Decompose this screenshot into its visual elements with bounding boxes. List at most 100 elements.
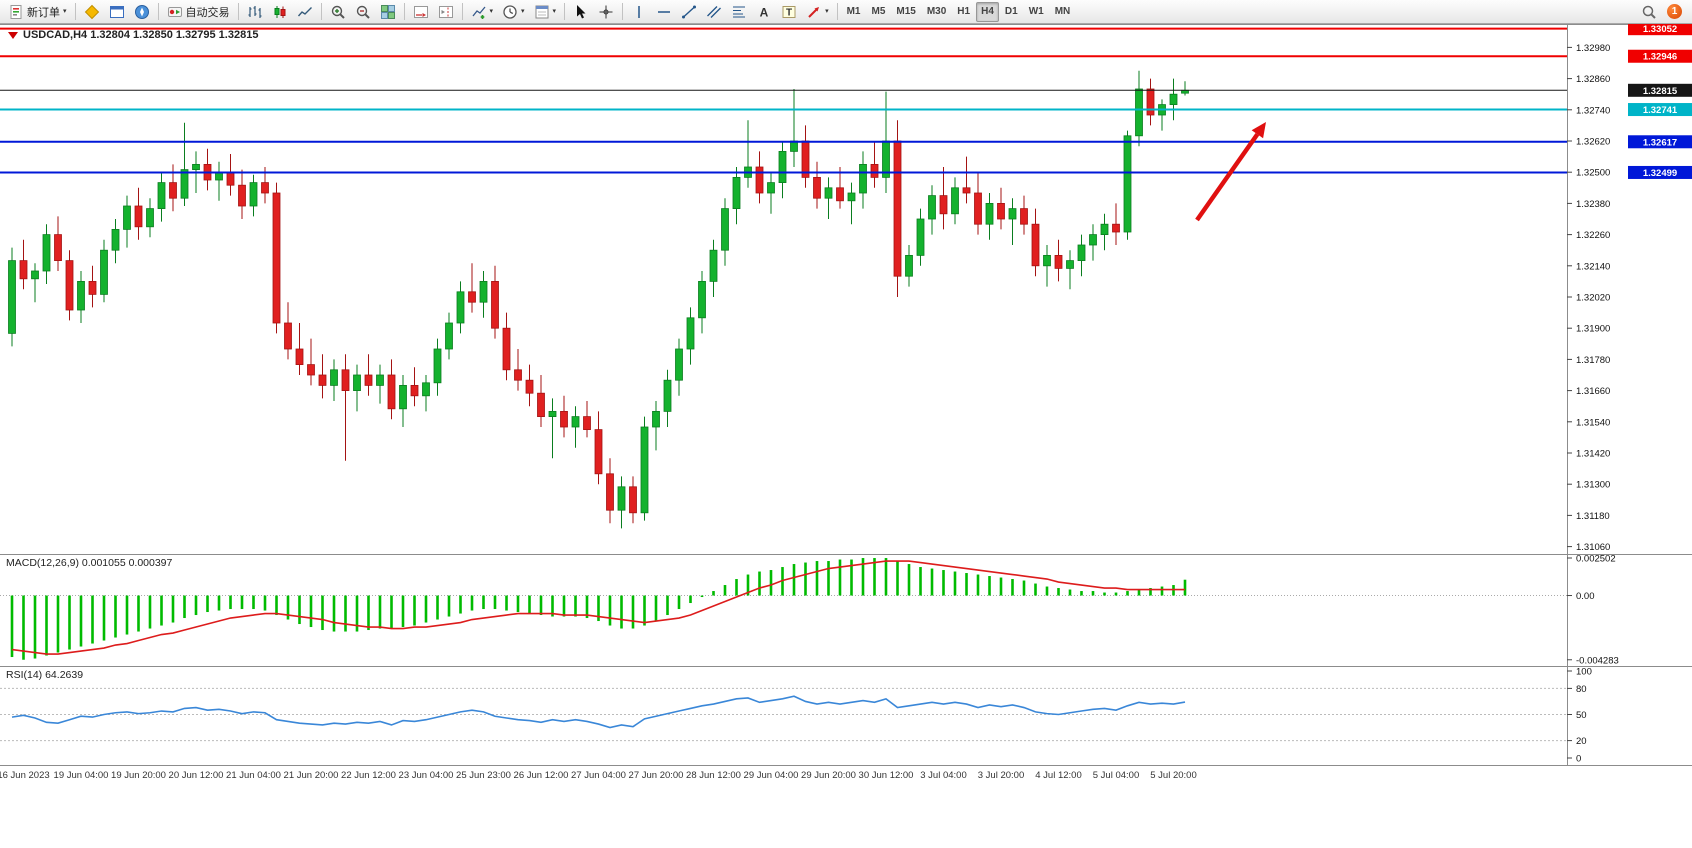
time-axis[interactable]: 16 Jun 2023 19 Jun 04:00 19 Jun 20:00 20 Ju…: [0, 765, 1692, 787]
svg-text:1.32140: 1.32140: [1576, 261, 1610, 272]
horizontal-line-button[interactable]: [652, 2, 676, 22]
text-icon: A: [760, 5, 769, 19]
autotrading-button[interactable]: 自动交易: [163, 2, 234, 22]
timeframe-m5-button[interactable]: M5: [866, 2, 890, 22]
svg-text:1.32500: 1.32500: [1576, 168, 1610, 179]
crosshair-icon: [599, 5, 613, 18]
templates-button[interactable]: ▾: [530, 2, 561, 22]
svg-text:1.31060: 1.31060: [1576, 542, 1610, 553]
time-label: 21 Jun 20:00: [283, 770, 339, 781]
time-label: 4 Jul 12:00: [1035, 770, 1082, 781]
timeframe-h4-button[interactable]: H4: [976, 1, 999, 22]
tile-windows-button[interactable]: [376, 2, 400, 22]
time-label: 27 Jun 04:00: [571, 770, 626, 781]
navigator-button[interactable]: [130, 2, 154, 22]
macd-chart[interactable]: 0.002502 0.00 -0.004283: [0, 554, 1692, 666]
toolbar-separator: [836, 3, 838, 20]
periods-icon: [503, 4, 517, 19]
cursor-button[interactable]: [569, 2, 593, 22]
new-order-button[interactable]: 新订单 ▾: [4, 2, 71, 22]
timeframe-m30-button[interactable]: M30: [922, 2, 951, 22]
svg-text:A: A: [760, 5, 769, 19]
search-button[interactable]: [1637, 2, 1661, 22]
svg-text:1.33052: 1.33052: [1643, 24, 1677, 35]
svg-text:1.32380: 1.32380: [1576, 199, 1610, 210]
svg-text:100: 100: [1576, 667, 1592, 678]
zoom-out-button[interactable]: [351, 2, 375, 22]
chevron-down-icon: ▾: [825, 8, 829, 15]
zoom-in-icon: [331, 5, 345, 19]
timeframe-m1-button[interactable]: M1: [842, 2, 866, 22]
svg-text:1.32620: 1.32620: [1576, 137, 1610, 148]
svg-text:1.31900: 1.31900: [1576, 324, 1610, 335]
trendline-icon: [682, 5, 697, 18]
svg-text:1.31540: 1.31540: [1576, 417, 1610, 428]
time-label: 16 Jun 2023: [0, 770, 50, 781]
toolbar-separator: [74, 3, 76, 20]
fibonacci-button[interactable]: [727, 2, 751, 22]
timeframe-h1-button[interactable]: H1: [952, 2, 975, 22]
vertical-line-button[interactable]: [627, 2, 651, 22]
svg-text:1.32617: 1.32617: [1643, 137, 1677, 148]
indicators-icon: [472, 6, 486, 19]
time-label: 27 Jun 20:00: [628, 770, 684, 781]
svg-text:0.00: 0.00: [1576, 591, 1595, 602]
time-label: 28 Jun 12:00: [686, 770, 741, 781]
market-watch-icon: [84, 4, 99, 19]
time-label: 19 Jun 20:00: [111, 770, 166, 781]
auto-scroll-button[interactable]: [409, 2, 433, 22]
toolbar-separator: [403, 3, 405, 20]
svg-text:1.32946: 1.32946: [1643, 52, 1677, 63]
indicators-button[interactable]: ▾: [467, 2, 498, 22]
text-button[interactable]: A: [752, 2, 776, 22]
line-chart-button[interactable]: [293, 2, 317, 22]
svg-text:1.31780: 1.31780: [1576, 355, 1610, 366]
chevron-down-icon: ▾: [63, 8, 67, 15]
svg-text:1.32815: 1.32815: [1643, 86, 1678, 97]
chevron-down-icon: ▾: [521, 8, 525, 15]
candlestick-button[interactable]: [268, 2, 292, 22]
crosshair-button[interactable]: [594, 2, 618, 22]
timeframe-w1-button[interactable]: W1: [1024, 2, 1049, 22]
price-chart[interactable]: 1.32980 1.32860 1.32740 1.32620 1.32500 1.323…: [0, 22, 1692, 554]
rsi-chart[interactable]: 100 80 50 20 0: [0, 666, 1692, 765]
zoom-out-icon: [356, 5, 370, 19]
timeframe-m15-button[interactable]: M15: [891, 2, 920, 22]
chevron-down-icon: ▾: [489, 8, 494, 15]
toolbar-right-group: 1: [1637, 2, 1688, 22]
periods-button[interactable]: ▾: [498, 2, 529, 22]
channel-icon: [707, 5, 722, 18]
chart-shift-button[interactable]: [434, 2, 458, 22]
vertical-line-icon: [638, 5, 640, 18]
timeframe-mn-button[interactable]: MN: [1050, 2, 1076, 22]
notification-badge[interactable]: 1: [1667, 4, 1682, 19]
time-label: 29 Jun 04:00: [743, 770, 799, 781]
toolbar-separator: [157, 3, 159, 20]
auto-scroll-icon: [413, 5, 428, 18]
svg-text:0: 0: [1576, 754, 1581, 765]
svg-text:1.32980: 1.32980: [1576, 43, 1610, 54]
new-order-icon: [10, 4, 22, 19]
toolbar-separator: [564, 3, 566, 20]
time-label: 30 Jun 12:00: [858, 770, 914, 781]
text-label-button[interactable]: T: [777, 2, 801, 22]
trendline-button[interactable]: [677, 2, 701, 22]
time-label: 23 Jun 04:00: [398, 770, 454, 781]
horizontal-line-icon: [658, 10, 671, 13]
channel-button[interactable]: [702, 2, 726, 22]
time-label: 21 Jun 04:00: [226, 770, 281, 781]
data-window-button[interactable]: [105, 2, 129, 22]
svg-text:1.32020: 1.32020: [1576, 293, 1610, 304]
market-watch-button[interactable]: [80, 2, 104, 22]
time-label: 19 Jun 04:00: [53, 770, 109, 781]
svg-text:1.32260: 1.32260: [1576, 230, 1610, 241]
svg-text:1.32499: 1.32499: [1643, 168, 1677, 179]
arrows-button[interactable]: ▾: [802, 2, 833, 22]
time-label: 20 Jun 12:00: [168, 770, 224, 781]
time-label: 29 Jun 20:00: [801, 770, 856, 781]
svg-text:1.32740: 1.32740: [1576, 105, 1610, 116]
timeframe-d1-button[interactable]: D1: [1000, 2, 1023, 22]
bar-chart-button[interactable]: [243, 2, 267, 22]
toolbar-separator: [461, 3, 463, 20]
zoom-in-button[interactable]: [326, 2, 350, 22]
